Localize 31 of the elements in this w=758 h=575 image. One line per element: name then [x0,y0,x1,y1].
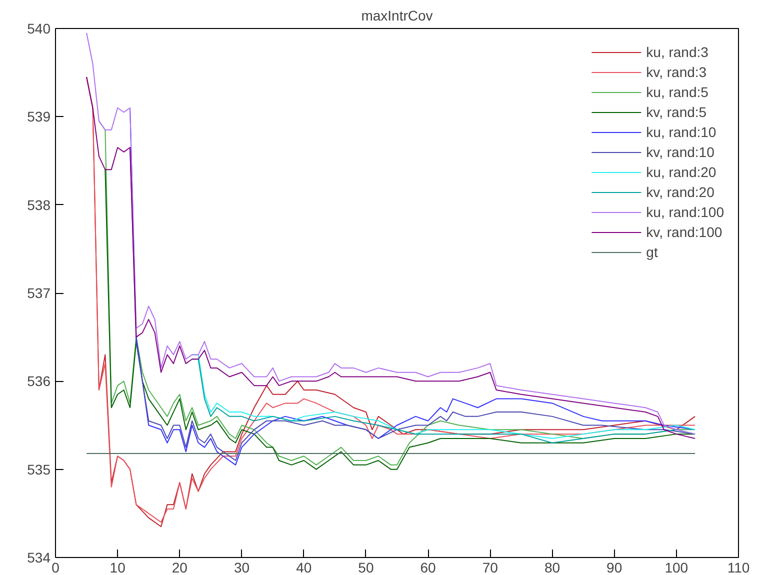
legend-label: kv, rand:3 [646,64,707,80]
x-tick-label: 0 [52,560,60,575]
x-tick-label: 110 [727,560,750,575]
x-tick-label: 70 [482,560,498,575]
y-tick-label: 539 [27,108,51,125]
x-tick-label: 40 [296,560,312,575]
y-tick-label: 538 [27,196,51,213]
legend-label: ku, rand:10 [646,124,716,140]
legend-label: ku, rand:3 [646,44,708,60]
legend-label: kv, rand:5 [646,104,707,120]
legend-label: ku, rand:100 [646,204,724,220]
legend-label: ku, rand:5 [646,84,708,100]
x-tick-label: 20 [172,560,188,575]
x-tick-label: 50 [358,560,374,575]
y-tick-label: 534 [27,550,51,566]
y-tick-label: 536 [27,373,51,390]
x-tick-label: 90 [606,560,622,575]
x-tick-label: 30 [234,560,250,575]
chart-title: maxIntrCov [361,8,433,24]
x-tick-label: 80 [544,560,560,575]
y-tick-label: 540 [27,20,51,36]
legend-label: gt [646,244,659,260]
legend-label: kv, rand:20 [646,184,714,200]
y-tick-label: 537 [27,285,51,301]
x-tick-label: 60 [420,560,436,575]
legend-label: kv, rand:10 [646,144,714,160]
x-tick-label: 100 [664,560,688,575]
legend-label: kv, rand:100 [646,224,722,240]
y-tick-label: 535 [27,461,51,478]
legend-label: ku, rand:20 [646,164,716,180]
x-tick-label: 10 [110,560,126,575]
